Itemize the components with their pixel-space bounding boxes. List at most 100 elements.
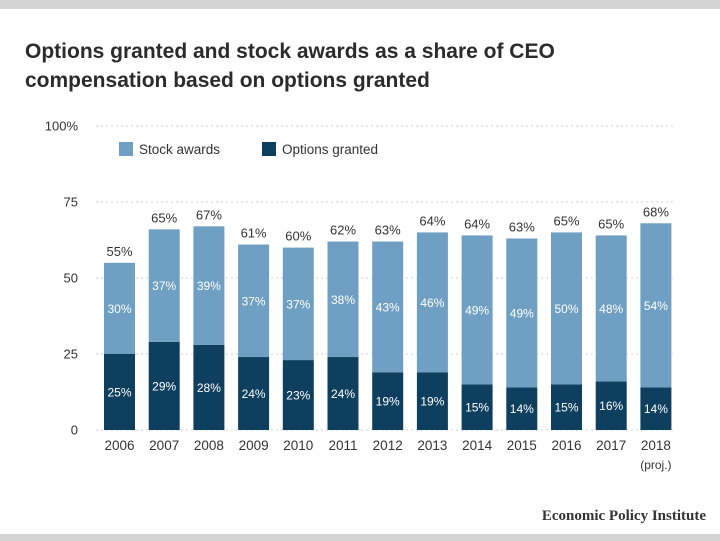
x-tick-label: 2014 — [462, 438, 493, 453]
top-frame-bar — [0, 0, 720, 9]
source-credit: Economic Policy Institute — [541, 508, 706, 524]
legend-label-stock-awards: Stock awards — [139, 142, 220, 157]
options-granted-value-label: 14% — [510, 402, 534, 416]
bar-stock-awards — [327, 241, 359, 358]
bar-options-granted — [461, 384, 493, 430]
bar-options-granted — [327, 357, 359, 430]
stock-awards-value-label: 54% — [644, 299, 668, 313]
bar-stock-awards — [416, 232, 448, 373]
y-tick-label: 50 — [64, 271, 78, 286]
options-granted-value-label: 15% — [465, 401, 489, 415]
bar-options-granted — [193, 344, 225, 430]
stock-awards-value-label: 39% — [197, 279, 221, 293]
total-value-label: 65% — [151, 210, 177, 225]
x-tick-label: 2010 — [283, 438, 313, 453]
x-axis-ticks: 2006 2007 2008 2009 2010 2011 2012 2013 2014 2015… — [104, 438, 671, 472]
bars — [104, 223, 672, 430]
x-tick-label: 2015 — [507, 438, 537, 453]
stock-awards-value-label: 37% — [286, 297, 310, 311]
total-value-label: 63% — [509, 219, 535, 234]
stock-awards-value-label: 46% — [420, 296, 444, 310]
stock-awards-value-label: 49% — [465, 303, 489, 317]
legend-label-options-granted: Options granted — [282, 142, 378, 157]
y-tick-label: 25 — [64, 347, 78, 362]
bar-stock-awards — [551, 232, 582, 385]
legend: Stock awards Options granted — [119, 142, 378, 157]
total-value-label: 64% — [464, 216, 490, 231]
y-tick-label: 75 — [64, 195, 78, 210]
total-value-label: 65% — [598, 216, 624, 231]
y-tick-label: 100% — [45, 119, 79, 134]
bar-stock-awards — [104, 262, 135, 354]
options-granted-value-label: 23% — [286, 389, 310, 403]
bar-stock-awards — [148, 229, 180, 342]
bar-stock-awards — [461, 235, 493, 385]
total-value-label: 60% — [285, 229, 311, 244]
bar-labels: 25% 30% 55% 29% 37% 65% 28% 39% 67% 24% 37% 61% 23% 3… — [106, 204, 669, 416]
total-value-label: 61% — [241, 226, 267, 241]
chart-title-line-2: compensation based on options granted — [25, 69, 430, 92]
chart-title: Options granted and stock awards as a sh… — [25, 37, 695, 95]
x-tick-label: 2016 — [551, 438, 581, 453]
total-value-label: 67% — [196, 207, 222, 222]
stock-awards-value-label: 37% — [152, 279, 176, 293]
stock-awards-value-label: 38% — [331, 293, 355, 307]
x-tick-label: 2018 — [641, 438, 671, 453]
options-granted-value-label: 16% — [599, 399, 623, 413]
x-tick-label: 2006 — [104, 438, 134, 453]
bar-options-granted — [104, 354, 135, 430]
y-axis-ticks: 0 25 50 75 100% — [45, 119, 79, 438]
bar-stock-awards — [238, 244, 270, 358]
x-tick-label: 2011 — [328, 438, 357, 453]
y-tick-label: 0 — [71, 423, 78, 438]
bar-stock-awards — [193, 226, 225, 345]
total-value-label: 62% — [330, 223, 356, 238]
total-value-label: 65% — [553, 213, 579, 228]
chart-title-line-1: Options granted and stock awards as a sh… — [25, 40, 555, 63]
total-value-label: 64% — [419, 213, 445, 228]
bar-options-granted — [148, 341, 180, 430]
bar-stock-awards — [506, 238, 538, 388]
legend-swatch-stock-awards — [119, 142, 133, 156]
total-value-label: 63% — [375, 223, 401, 238]
x-tick-label: 2012 — [373, 438, 403, 453]
stock-awards-value-label: 50% — [554, 302, 578, 316]
options-granted-value-label: 28% — [197, 381, 221, 395]
options-granted-value-label: 24% — [242, 387, 266, 401]
options-granted-value-label: 19% — [420, 395, 444, 409]
x-tick-label: 2008 — [194, 438, 224, 453]
bar-options-granted — [416, 372, 448, 430]
bar-options-granted — [551, 384, 582, 430]
options-granted-value-label: 25% — [107, 386, 131, 400]
bottom-frame-bar — [0, 534, 720, 541]
total-value-label: 55% — [106, 244, 132, 259]
legend-swatch-options-granted — [262, 142, 276, 156]
options-granted-value-label: 19% — [376, 395, 400, 409]
stock-awards-value-label: 37% — [242, 294, 266, 308]
bar-stock-awards — [640, 223, 672, 388]
stock-awards-value-label: 48% — [599, 302, 623, 316]
bar-stock-awards — [372, 241, 404, 373]
options-granted-value-label: 24% — [331, 387, 355, 401]
options-granted-value-label: 15% — [554, 401, 578, 415]
bar-options-granted — [595, 381, 627, 430]
stock-awards-value-label: 43% — [376, 300, 400, 314]
bar-options-granted — [640, 387, 672, 430]
total-value-label: 68% — [643, 204, 669, 219]
bar-options-granted — [372, 372, 404, 430]
x-tick-label: 2013 — [417, 438, 447, 453]
options-granted-value-label: 29% — [152, 379, 176, 393]
x-tick-label: 2017 — [596, 438, 626, 453]
bar-options-granted — [506, 387, 538, 430]
x-tick-label: 2009 — [239, 438, 269, 453]
bar-stock-awards — [282, 247, 314, 361]
stock-awards-value-label: 30% — [107, 302, 131, 316]
bar-stock-awards — [595, 235, 627, 382]
bar-options-granted — [282, 360, 314, 430]
options-granted-value-label: 14% — [644, 402, 668, 416]
x-tick-label: 2007 — [149, 438, 179, 453]
x-tick-sublabel: (proj.) — [640, 458, 671, 472]
stock-awards-value-label: 49% — [510, 306, 534, 320]
bar-options-granted — [238, 357, 270, 430]
